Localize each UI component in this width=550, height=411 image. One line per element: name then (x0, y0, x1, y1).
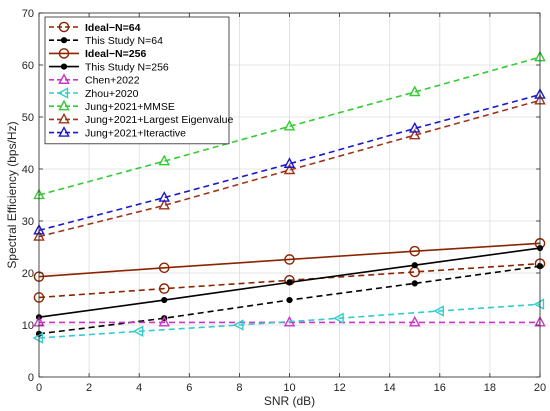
legend-entry-4: Chen+2022 (49, 73, 140, 87)
x-tick-label-8: 16 (434, 382, 446, 394)
y-tick-label-7: 70 (22, 8, 34, 20)
x-tick-label-2: 4 (136, 382, 142, 394)
x-tick-label-4: 8 (236, 382, 242, 394)
y-tick-label-6: 60 (22, 60, 34, 72)
series-4-point-3 (408, 315, 421, 327)
legend-label-4: Chen+2022 (85, 75, 140, 87)
series-6-point-2 (283, 119, 296, 131)
y-tick-label-4: 40 (22, 164, 34, 176)
legend-entry-1: This Study N=64 (49, 35, 163, 47)
series-8-point-1 (158, 191, 171, 202)
series-line-5 (38, 303, 541, 339)
legend-label-1: This Study N=64 (85, 35, 163, 47)
legend-marker-1 (60, 37, 68, 44)
y-tick-label-1: 10 (22, 320, 34, 332)
series-2-point-2 (284, 254, 295, 265)
series-line-6 (38, 56, 541, 196)
y-tick-label-5: 50 (22, 112, 34, 124)
legend-entry-6: Jung+2021+MMSE (49, 99, 175, 113)
x-tick-label-1: 2 (86, 382, 92, 394)
legend-label-2: Ideal−N=256 (85, 48, 146, 60)
legend-entry-3: This Study N=256 (49, 61, 169, 73)
legend-label-5: Zhou+2020 (85, 88, 139, 100)
series-3-point-3 (411, 262, 418, 269)
x-tick-label-9: 18 (484, 382, 496, 394)
y-tick-label-2: 20 (22, 268, 34, 280)
legend-marker-4 (58, 73, 70, 84)
series-8-point-2 (283, 157, 296, 168)
legend-entry-8: Jung+2021+Iteractive (49, 126, 186, 139)
series-6-point-3 (408, 85, 421, 97)
legend-marker-5 (57, 87, 69, 99)
x-tick-label-3: 6 (186, 382, 192, 394)
x-tick-label-0: 0 (36, 382, 42, 394)
legend-marker-6 (58, 99, 70, 111)
series-line-8 (38, 93, 541, 232)
series-7-point-2 (283, 163, 296, 175)
series-6-point-1 (158, 154, 171, 166)
series-3 (35, 244, 544, 321)
legend-marker-7 (58, 112, 70, 124)
series-line-2 (38, 242, 541, 278)
series-5-point-5 (533, 298, 545, 310)
series-5-point-0 (32, 332, 44, 344)
series-7-point-3 (408, 128, 421, 140)
series-2-point-1 (158, 262, 170, 274)
x-tick-label-7: 14 (384, 382, 396, 394)
y-tick-label-3: 30 (22, 216, 34, 228)
legend-marker-8 (58, 126, 70, 137)
series-2-point-3 (409, 245, 421, 257)
legend-label-8: Jung+2021+Iteractive (85, 127, 186, 139)
series-8-point-3 (408, 121, 421, 133)
series-7-point-1 (158, 198, 171, 210)
x-tick-label-10: 20 (534, 382, 546, 394)
axis-ticks: 0 2 4 6 8 10 12 14 16 18 20 0 10 20 30 40 50 60 70 (22, 8, 546, 394)
series-5-point-1 (132, 325, 144, 338)
legend-entry-7: Jung+2021+Largest Eigenvalue (49, 112, 233, 126)
legend-marker-2 (58, 48, 70, 59)
series-3-point-2 (286, 279, 293, 286)
series-5-point-2 (232, 319, 244, 331)
series-5-point-4 (433, 305, 444, 317)
series-line-7 (38, 99, 541, 238)
legend-marker-3 (60, 63, 68, 70)
legend-label-0: Ideal−N=64 (85, 22, 141, 34)
x-tick-label-5: 10 (283, 382, 295, 394)
series-1-point-3 (411, 280, 418, 287)
x-tick-label-6: 12 (333, 382, 345, 394)
x-axis-label: SNR (dB) (264, 394, 315, 408)
series-layer (32, 50, 546, 344)
series-5 (32, 298, 545, 344)
legend-marker-0 (58, 21, 70, 33)
y-axis-label: Spectral Efficiency (bps/Hz) (5, 121, 19, 268)
legend-label-3: This Study N=256 (85, 61, 169, 73)
legend-entry-5: Zhou+2020 (49, 87, 139, 100)
legend-label-7: Jung+2021+Largest Eigenvalue (85, 114, 233, 126)
series-4-point-1 (158, 315, 171, 327)
legend-entry-2: Ideal−N=256 (49, 48, 146, 60)
y-tick-label-0: 0 (28, 372, 34, 384)
legend-label-6: Jung+2021+MMSE (85, 101, 175, 113)
legend-entry-0: Ideal−N=64 (49, 21, 141, 34)
series-1-point-2 (286, 296, 293, 304)
series-3-point-1 (161, 296, 168, 304)
series-5-point-3 (333, 312, 344, 325)
series-0-point-1 (158, 283, 170, 294)
